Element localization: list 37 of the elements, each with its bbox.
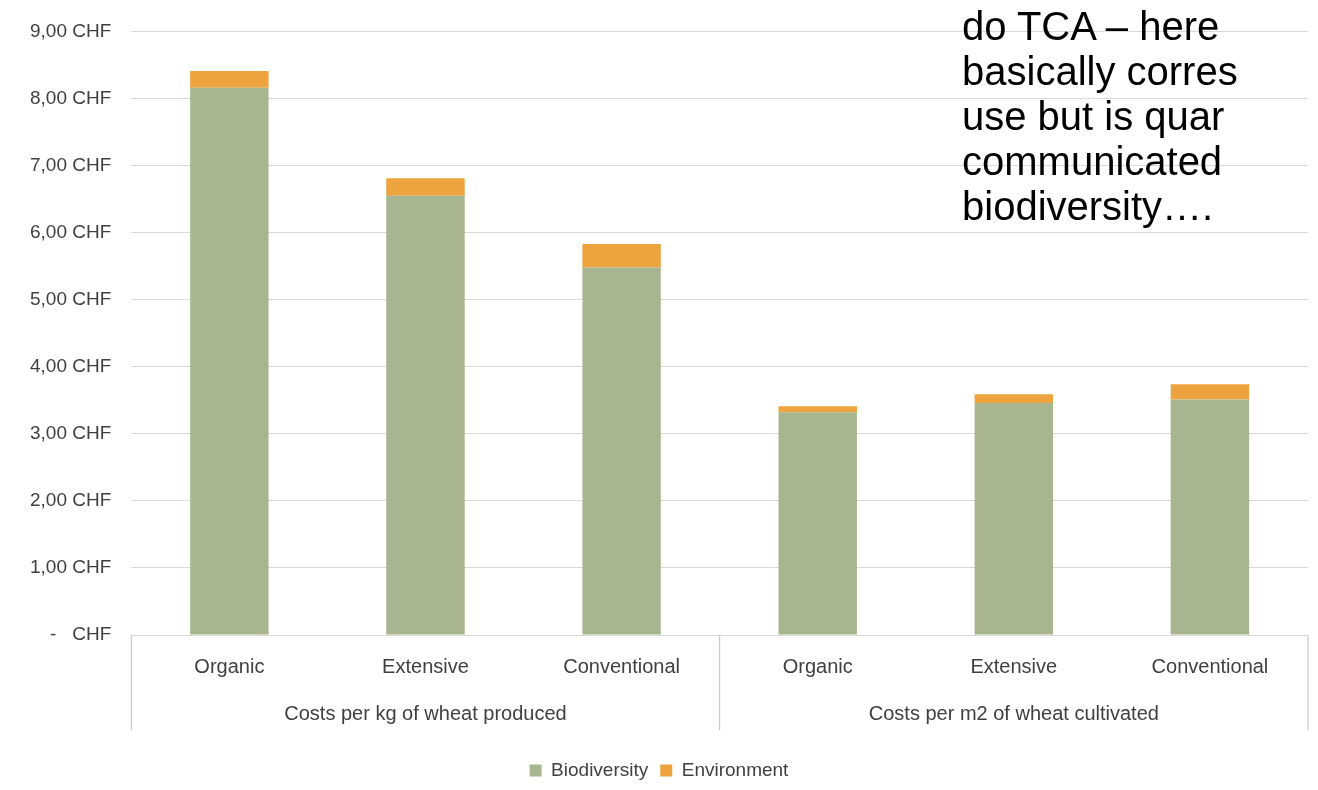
text: Costs per m2 of wheat cultivated — [868, 701, 1159, 724]
y-tick-label: - CHF — [50, 623, 112, 645]
text: Costs per kg of wheat produced — [284, 701, 567, 724]
y-tick-label: 5,00 CHF — [29, 287, 112, 309]
y-tick-label: 7,00 CHF — [29, 153, 112, 175]
bar — [1170, 399, 1250, 635]
bar — [190, 70, 269, 88]
x-tick-label: Extensive — [382, 654, 469, 677]
bar — [778, 412, 857, 635]
bar — [1170, 384, 1250, 400]
y-tick-label: 6,00 CHF — [29, 220, 112, 242]
bar — [778, 406, 857, 413]
y-tick-label: 2,00 CHF — [29, 489, 112, 511]
annotation: biodiversity…. — [962, 184, 1215, 229]
bar — [386, 178, 465, 196]
bar — [582, 267, 661, 635]
legend-label: Environment — [681, 758, 790, 780]
x-tick-label: Conventional — [563, 654, 680, 677]
y-tick-label: 4,00 CHF — [29, 354, 112, 376]
y-tick-label: 1,00 CHF — [29, 556, 112, 578]
annotation: do TCA – here — [962, 4, 1221, 49]
x-tick-label: Conventional — [1151, 654, 1269, 677]
y-tick-label: 3,00 CHF — [29, 422, 112, 444]
x-tick-label: Organic — [782, 654, 853, 677]
legend-label: Biodiversity — [551, 758, 649, 780]
annotation: communicated — [962, 139, 1224, 184]
bar — [190, 87, 269, 635]
x-tick-label: Organic — [194, 654, 265, 677]
bar — [974, 394, 1054, 403]
x-tick-label: Extensive — [970, 654, 1058, 677]
annotation: basically corres — [962, 49, 1238, 94]
y-tick-label: 8,00 CHF — [29, 86, 112, 108]
annotation: use but is quar — [962, 94, 1226, 139]
bar — [974, 402, 1054, 635]
y-tick-label: 9,00 CHF — [29, 19, 112, 41]
bar — [582, 244, 661, 268]
bar — [386, 195, 465, 635]
